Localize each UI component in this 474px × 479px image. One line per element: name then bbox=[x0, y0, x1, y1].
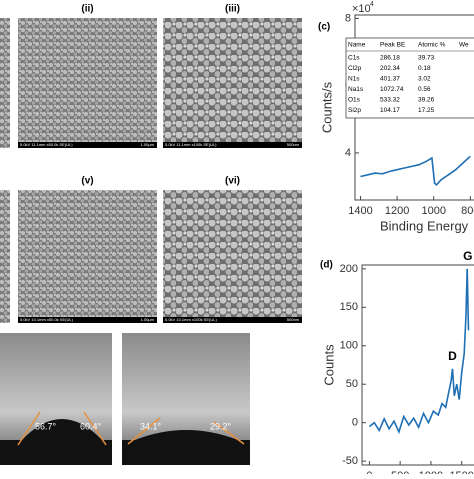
peak-label: G bbox=[463, 249, 472, 263]
y-tick-label: 8 bbox=[345, 12, 351, 24]
table-header: We bbox=[459, 42, 469, 49]
sem-image bbox=[0, 190, 10, 323]
table-cell: 0.56 bbox=[418, 86, 431, 93]
x-axis-label: Binding Energy bbox=[380, 218, 469, 233]
table-cell: Si2p bbox=[348, 107, 361, 114]
y-axis-label: Counts/s bbox=[319, 81, 334, 133]
panel-label: (ii) bbox=[81, 4, 93, 15]
table-cell: C1s bbox=[348, 55, 360, 62]
angle: 60.4° bbox=[80, 421, 102, 431]
sem-info: 5.0kV 10.1mm x50.0k SE(UL) bbox=[20, 317, 74, 322]
y-tick-label: 200 bbox=[340, 263, 358, 275]
axis-exponent-power: 4 bbox=[370, 1, 374, 8]
scale-bar-label: 500nm bbox=[287, 142, 300, 147]
info-bar bbox=[163, 317, 302, 323]
table-cell: 286.18 bbox=[380, 55, 400, 62]
angle: 34.1° bbox=[140, 421, 162, 431]
substrate bbox=[122, 440, 250, 465]
table-cell: 39.73 bbox=[418, 55, 435, 62]
x-tick-label: 1000 bbox=[419, 470, 443, 474]
angle: 29.2° bbox=[210, 421, 232, 431]
axis-exponent: ×10 bbox=[352, 3, 371, 15]
table-header: Peak BE bbox=[380, 42, 406, 49]
panel-label: (d) bbox=[320, 260, 333, 271]
y-tick-label: 0 bbox=[352, 417, 358, 429]
peak-label: D bbox=[448, 349, 457, 363]
x-tick-label: 500 bbox=[391, 470, 409, 474]
table-cell: 17.25 bbox=[418, 107, 435, 114]
table-cell: 202.34 bbox=[380, 65, 400, 72]
x-tick-label: 800 bbox=[461, 205, 474, 217]
y-axis-label: Counts bbox=[321, 344, 336, 386]
substrate bbox=[0, 440, 112, 465]
table-cell: 1072.74 bbox=[380, 86, 404, 93]
table-box bbox=[345, 37, 474, 119]
x-tick-label: 1200 bbox=[385, 205, 409, 217]
info-bar bbox=[18, 317, 157, 323]
sem-image bbox=[163, 190, 302, 323]
sem-info: 5.0kV 11.1mm x100k SE(UL) bbox=[165, 142, 217, 147]
y-tick-label: -50 bbox=[342, 455, 358, 467]
table-header: Atomic % bbox=[418, 42, 446, 49]
scale-bar-label: 1.00µm bbox=[141, 142, 155, 147]
x-tick-label: 0 bbox=[366, 470, 372, 474]
table-cell: O1s bbox=[348, 97, 361, 104]
data-line bbox=[368, 268, 470, 435]
info-bar bbox=[163, 142, 302, 148]
x-tick-label: 1500 bbox=[449, 470, 473, 474]
table-cell: N1s bbox=[348, 76, 360, 83]
table-cell: Na1s bbox=[348, 86, 364, 93]
data-line bbox=[360, 155, 471, 187]
table-cell: 533.32 bbox=[380, 97, 400, 104]
panel-label: (c) bbox=[318, 22, 330, 33]
droplet bbox=[135, 430, 238, 440]
scale-bar-label: 1.00µm bbox=[141, 317, 155, 322]
sem-image bbox=[18, 190, 157, 323]
sem-image bbox=[163, 18, 302, 148]
x-tick-label: 1400 bbox=[348, 205, 372, 217]
sem-image bbox=[18, 18, 157, 148]
table-header: Name bbox=[348, 42, 366, 49]
y-tick-label: 4 bbox=[345, 147, 351, 159]
tangent bbox=[83, 411, 107, 446]
info-bar bbox=[18, 142, 157, 148]
tangent bbox=[17, 411, 41, 446]
droplet bbox=[22, 419, 102, 440]
panel-label: (v) bbox=[81, 176, 93, 187]
panel-label: (vi) bbox=[225, 176, 240, 187]
plot-frame bbox=[361, 264, 474, 466]
table-cell: 3.02 bbox=[418, 76, 431, 83]
scale-bar-label: 500nm bbox=[287, 317, 300, 322]
table-cell: 39.26 bbox=[418, 97, 435, 104]
x-tick-label: 1000 bbox=[421, 205, 445, 217]
sem-info: 5.0kV 10.1mm x100k SE(UL) bbox=[165, 317, 217, 322]
y-tick-label: 50 bbox=[346, 378, 358, 390]
angle: 56.7° bbox=[35, 421, 57, 431]
sem-image bbox=[0, 18, 10, 148]
table-cell: 401.37 bbox=[380, 76, 400, 83]
y-tick-label: 150 bbox=[340, 301, 358, 313]
tangent bbox=[213, 421, 245, 445]
y-tick-label: 100 bbox=[340, 340, 358, 352]
table-cell: Cl2p bbox=[348, 65, 362, 72]
table-cell: 104.17 bbox=[380, 107, 400, 114]
panel-label: (iii) bbox=[225, 4, 240, 15]
sem-info: 5.0kV 11.1mm x50.0k SE(UL) bbox=[20, 142, 73, 147]
tangent bbox=[127, 417, 161, 445]
table-cell: 0.18 bbox=[418, 65, 431, 72]
